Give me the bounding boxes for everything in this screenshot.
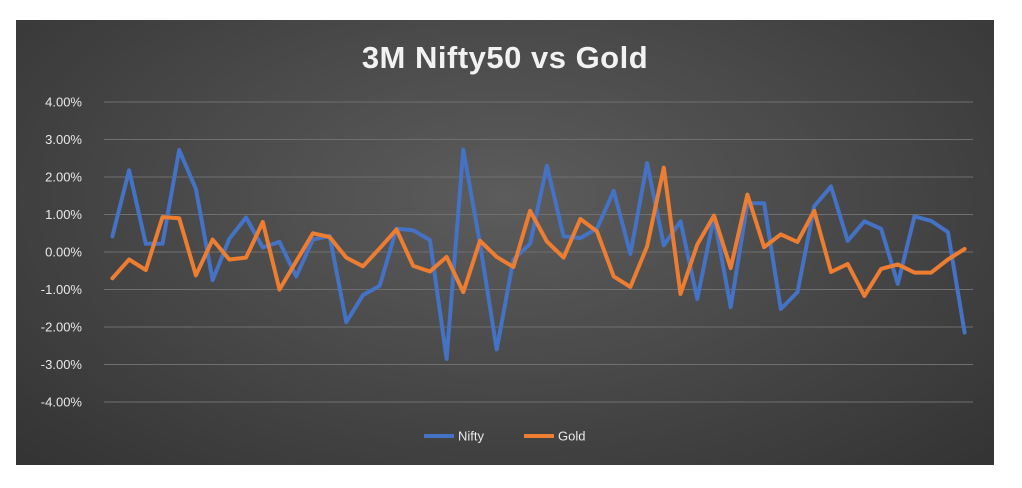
series-line-nifty (110, 147, 967, 361)
y-tick-label: -2.00% (41, 320, 83, 335)
line-chart: 4.00% 3.00% 2.00% 1.00% 0.00% -1.00% -2.00% -3.… (41, 95, 973, 444)
y-tick-label: 1.00% (45, 207, 82, 222)
gridlines (104, 101, 973, 403)
legend-label-nifty: Nifty (458, 429, 485, 444)
y-axis-ticks: 4.00% 3.00% 2.00% 1.00% 0.00% -1.00% -2.00% -3.… (41, 95, 83, 410)
y-tick-label: -3.00% (41, 357, 83, 372)
y-tick-label: -1.00% (41, 282, 83, 297)
y-tick-label: -4.00% (41, 395, 83, 410)
y-tick-label: 4.00% (45, 95, 82, 110)
chart-area: 3M Nifty50 vs Gold 4.00% 3.00% 2.00% 1.00% 0… (16, 20, 994, 465)
series-line-gold (110, 165, 967, 298)
y-tick-label: 2.00% (45, 170, 82, 185)
legend: Nifty Gold (424, 429, 585, 444)
y-tick-label: 0.00% (45, 245, 82, 260)
y-tick-label: 3.00% (45, 132, 82, 147)
legend-label-gold: Gold (558, 429, 585, 444)
series-lines (110, 147, 967, 361)
chart-title: 3M Nifty50 vs Gold (361, 40, 649, 75)
